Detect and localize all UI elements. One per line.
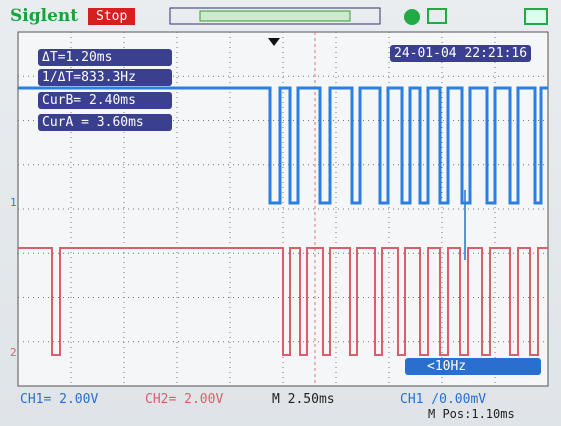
measurement: ΔT=1.20ms — [38, 49, 172, 66]
channel-marker: 2 — [10, 346, 17, 359]
trigger-frequency: <10Hz — [405, 358, 541, 375]
measurement: CurB= 2.40ms — [38, 92, 172, 109]
memory-window — [200, 11, 350, 21]
measurement: CurA = 3.60ms — [38, 114, 172, 131]
datetime: 24-01-04 22:21:16 — [390, 45, 531, 62]
run-status: Stop — [88, 8, 135, 25]
measurement: 1/ΔT=833.3Hz — [38, 69, 172, 86]
horizontal-position: M Pos:1.10ms — [428, 407, 515, 421]
usb-icon — [428, 9, 446, 23]
ch2-scale: CH2= 2.00V — [145, 392, 223, 407]
trigger-setting: CH1 /0.00mV — [400, 392, 486, 407]
brand: Siglent — [10, 6, 78, 26]
oscilloscope-screen: Siglent Stop ΔT=1.20ms 1/ΔT=833.3Hz CurB… — [0, 0, 561, 426]
ch1-scale: CH1= 2.00V — [20, 392, 98, 407]
status-icon — [404, 9, 420, 25]
channel-marker: 1 — [10, 196, 17, 209]
timebase: M 2.50ms — [272, 392, 335, 407]
battery-icon — [525, 9, 547, 24]
